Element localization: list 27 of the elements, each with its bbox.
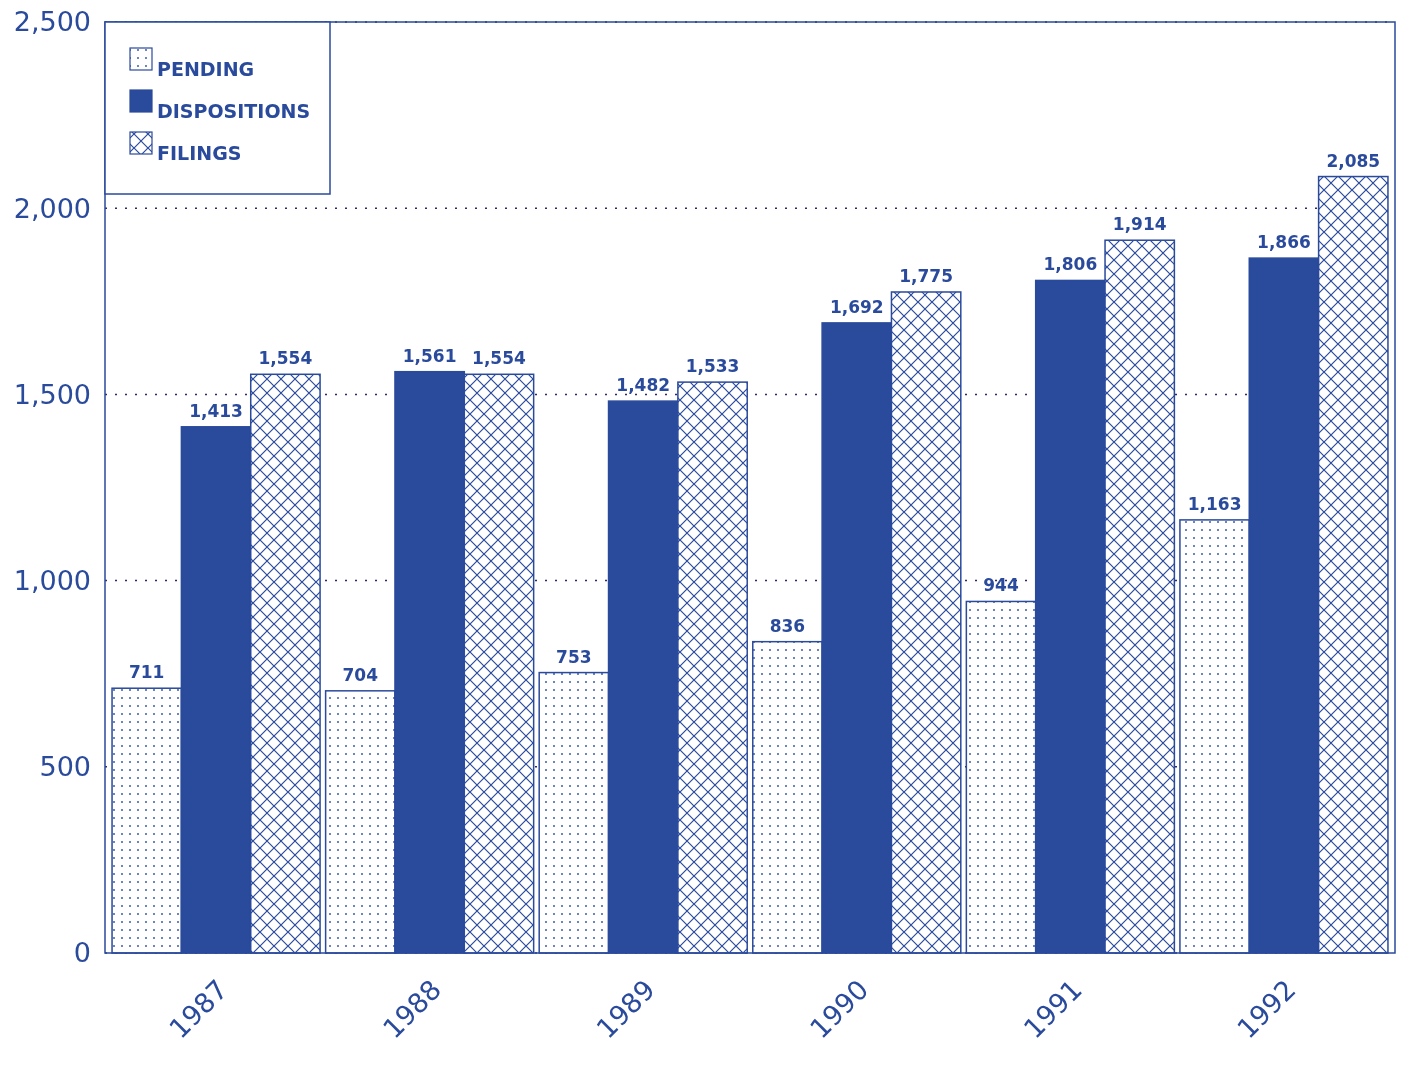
data-label: 1,775 [899,265,954,286]
data-label: 1,482 [616,375,671,396]
legend-label: PENDING [157,58,255,80]
data-label: 944 [983,575,1019,596]
legend-label: DISPOSITIONS [157,100,311,122]
y-tick-label: 2,000 [13,192,91,224]
data-label: 1,554 [258,348,313,369]
data-label: 1,866 [1257,232,1311,253]
data-label: 1,806 [1043,254,1098,275]
data-label: 1,692 [829,296,884,317]
data-label: 836 [769,615,806,636]
data-label: 1,163 [1187,493,1242,514]
data-label: 1,413 [189,400,243,421]
y-tick-label: 0 [73,937,91,969]
data-label: 1,554 [472,348,527,369]
data-label: 2,085 [1326,150,1381,171]
y-tick-label: 500 [39,751,91,783]
y-tick-label: 1,000 [13,565,91,597]
data-label: 1,914 [1112,214,1167,235]
data-label: 1,561 [402,345,457,366]
data-label: 711 [128,662,165,683]
legend-label: FILINGS [157,142,242,164]
y-tick-label: 1,500 [13,378,91,410]
data-label: 753 [556,646,592,667]
y-tick-label: 2,500 [13,6,91,38]
data-label: 704 [342,664,379,685]
data-label: 1,533 [685,356,740,377]
